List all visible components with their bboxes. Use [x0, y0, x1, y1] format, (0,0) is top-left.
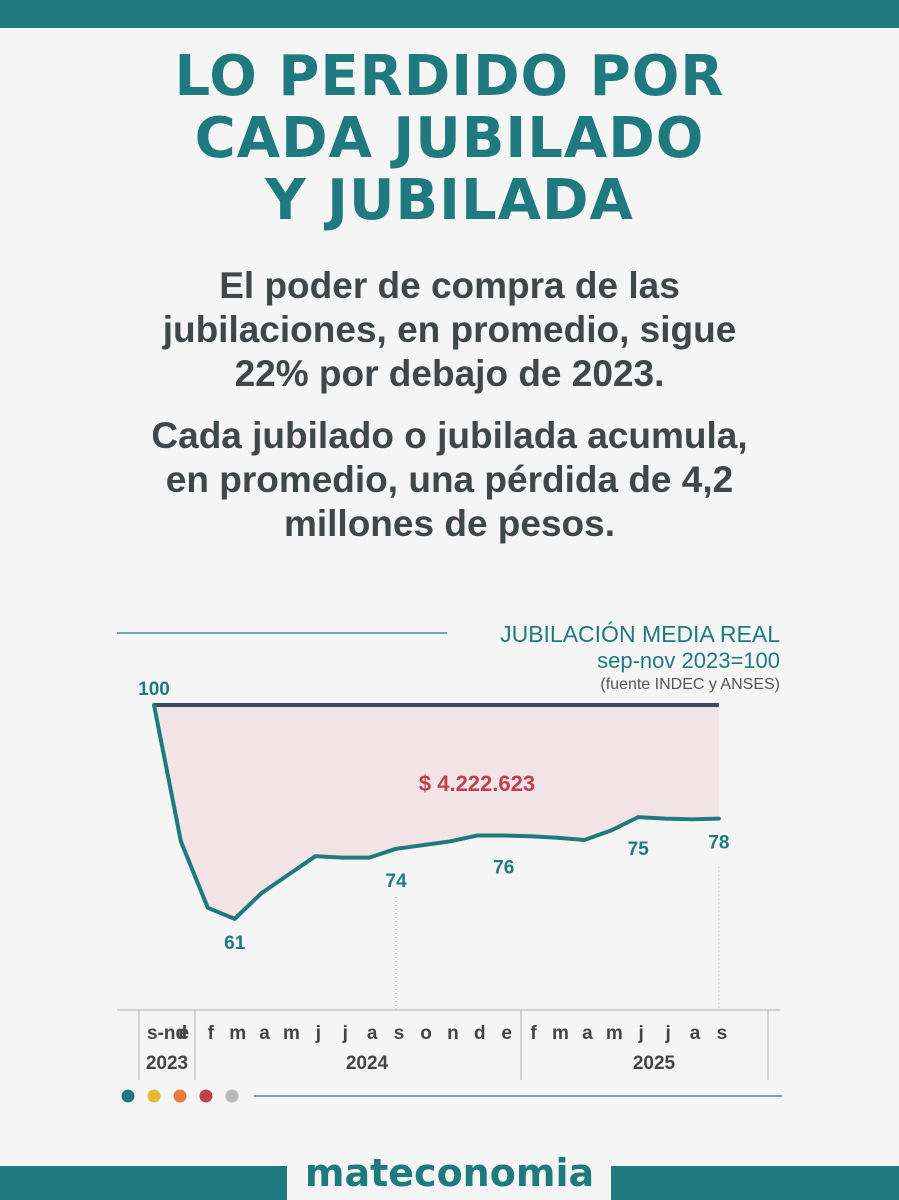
x-tick-label: e: [501, 1023, 512, 1044]
x-tick-label: s-nd: [147, 1023, 187, 1044]
chart-subtitle: sep-nov 2023=100: [597, 648, 780, 673]
loss-amount-label: $ 4.222.623: [419, 771, 535, 796]
loss-line: millones de pesos.: [283, 503, 616, 544]
summary-paragraph: El poder de compra de las jubilaciones, …: [0, 264, 899, 396]
data-label: 74: [386, 871, 408, 892]
data-label: 78: [708, 833, 729, 854]
brand-bar-left: [0, 1166, 287, 1200]
title-line: Y JUBILADA: [265, 168, 634, 233]
loss-paragraph: Cada jubilado o jubilada acumula, en pro…: [0, 414, 899, 546]
series-line: [152, 703, 721, 921]
x-tick-label: j: [664, 1023, 670, 1044]
chart-title: JUBILACIÓN MEDIA REAL: [500, 621, 780, 647]
x-tick-label: f: [208, 1023, 215, 1044]
year-label: 2023: [146, 1053, 188, 1074]
title-line: CADA JUBILADO: [194, 106, 705, 171]
palette-dot: [147, 1089, 161, 1103]
x-tick-label: a: [259, 1023, 270, 1044]
x-tick-label: j: [342, 1023, 348, 1044]
palette-dot: [199, 1089, 213, 1103]
x-tick-label: m: [229, 1023, 246, 1044]
x-tick-label: o: [420, 1023, 432, 1044]
palette-dot: [121, 1089, 135, 1103]
loss-line: Cada jubilado o jubilada acumula,: [151, 415, 748, 456]
top-band: [0, 0, 899, 28]
chart-source: (fuente INDEC y ANSES): [600, 676, 780, 693]
palette-dot: [173, 1089, 187, 1103]
data-label: 76: [493, 858, 514, 879]
x-tick-label: j: [315, 1023, 321, 1044]
x-tick-label: n: [447, 1023, 459, 1044]
title-line: LO PERDIDO POR: [174, 44, 725, 109]
data-label: 100: [138, 679, 170, 700]
year-label: 2024: [346, 1053, 389, 1074]
summary-line: 22% por debajo de 2023.: [234, 353, 665, 394]
x-tick-label: a: [582, 1023, 593, 1044]
x-tick-label: s: [717, 1023, 728, 1044]
x-tick-label: f: [530, 1023, 537, 1044]
loss-line: en promedio, una pérdida de 4,2: [165, 459, 734, 500]
x-tick-label: m: [552, 1023, 569, 1044]
x-tick-label: e: [179, 1023, 190, 1044]
loss-area: [154, 705, 719, 919]
year-label: 2025: [633, 1053, 676, 1074]
palette-dot: [225, 1089, 239, 1103]
brand-bar-right: [611, 1166, 899, 1200]
x-tick-label: a: [690, 1023, 701, 1044]
x-tick-label: d: [474, 1023, 486, 1044]
x-tick-label: m: [283, 1023, 300, 1044]
summary-line: El poder de compra de las: [219, 265, 680, 306]
x-tick-label: m: [606, 1023, 623, 1044]
page-title: LO PERDIDO POR CADA JUBILADO Y JUBILADA: [0, 46, 899, 232]
data-label: 75: [628, 839, 650, 860]
x-tick-label: s: [394, 1023, 405, 1044]
data-label: 61: [224, 933, 246, 954]
brand-logo: mateconomia: [304, 1151, 595, 1195]
summary-line: jubilaciones, en promedio, sigue: [162, 309, 737, 350]
x-tick-label: a: [367, 1023, 378, 1044]
x-tick-label: j: [638, 1023, 644, 1044]
